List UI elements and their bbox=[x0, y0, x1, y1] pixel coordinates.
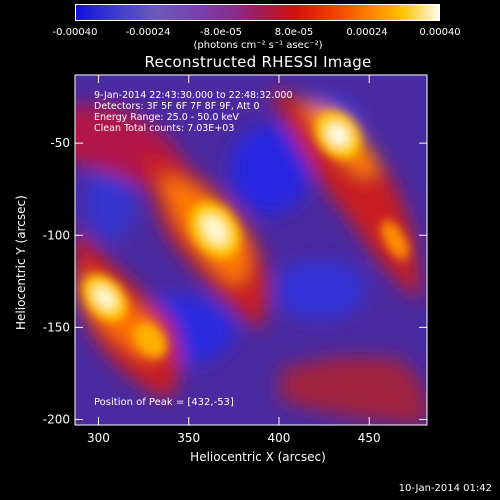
colorbar-tick-label: 0.00024 bbox=[346, 27, 388, 38]
info-energy-range: Energy Range: 25.0 - 50.0 keV bbox=[94, 112, 239, 123]
x-tick-label: 300 bbox=[87, 431, 110, 445]
chart-title: Reconstructed RHESSI Image bbox=[144, 53, 372, 71]
y-tick-label: -100 bbox=[43, 228, 70, 242]
info-time-range: 9-Jan-2014 22:43:30.000 to 22:48:32.000 bbox=[94, 90, 293, 101]
colorbar-tick-label: 8.0e-05 bbox=[274, 27, 314, 38]
colorbar bbox=[75, 4, 440, 21]
y-tick-label: -200 bbox=[43, 412, 70, 426]
peak-position: Position of Peak = [432,-53] bbox=[94, 397, 234, 408]
y-axis-label: Heliocentric Y (arcsec) bbox=[14, 195, 28, 330]
info-detectors: Detectors: 3F 5F 6F 7F 8F 9F, Att 0 bbox=[94, 101, 260, 112]
heatmap-image bbox=[75, 75, 427, 425]
x-tick-label: 450 bbox=[358, 431, 381, 445]
y-tick-label: -50 bbox=[50, 136, 70, 150]
colorbar-tick-label: -0.00024 bbox=[125, 27, 171, 38]
y-tick-label: -150 bbox=[43, 320, 70, 334]
x-tick-label: 350 bbox=[177, 431, 200, 445]
colorbar-tick-label: -8.0e-05 bbox=[200, 27, 242, 38]
x-axis-label: Heliocentric X (arcsec) bbox=[190, 450, 326, 464]
x-tick-label: 400 bbox=[268, 431, 291, 445]
colorbar-units: (photons cm⁻² s⁻¹ asec⁻²) bbox=[193, 40, 323, 51]
axes-frame bbox=[74, 74, 428, 426]
colorbar-tick-label: 0.00040 bbox=[419, 27, 461, 38]
colorbar-tick-label: -0.00040 bbox=[52, 27, 98, 38]
timestamp: 10-Jan-2014 01:42 bbox=[398, 483, 492, 494]
info-total-counts: Clean Total counts: 7.03E+03 bbox=[94, 123, 235, 134]
